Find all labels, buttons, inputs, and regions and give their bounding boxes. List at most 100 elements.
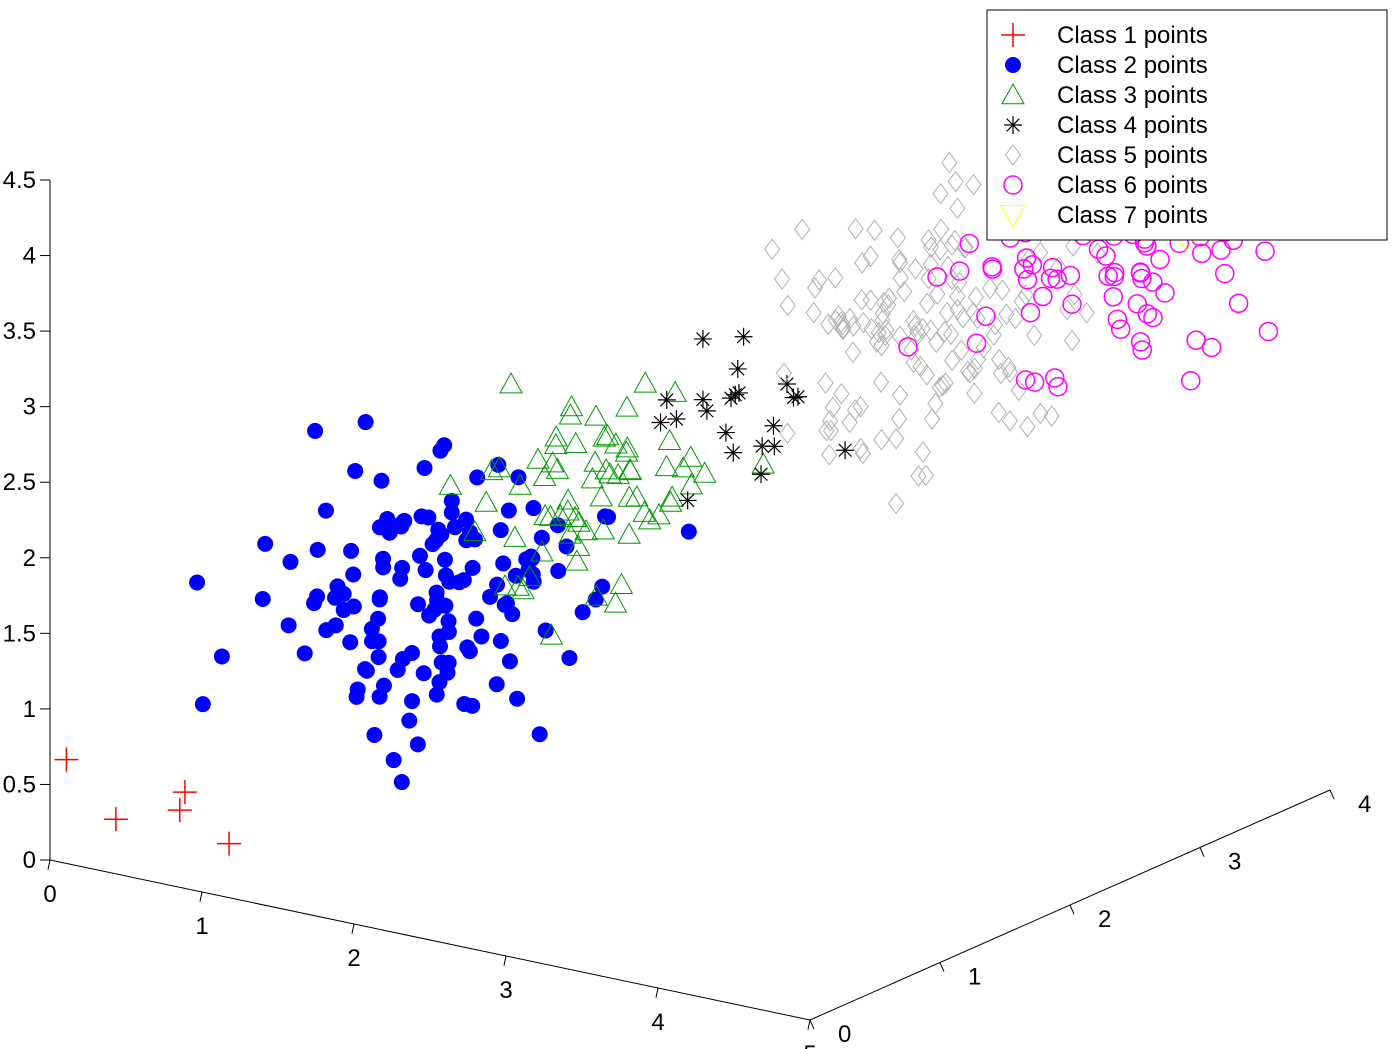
- x-tick-label: 5: [803, 1041, 816, 1049]
- data-point: [694, 462, 716, 482]
- data-point: [493, 633, 509, 649]
- x-tick: [352, 924, 354, 934]
- x-tick-label: 3: [499, 977, 512, 1004]
- data-point: [920, 293, 935, 313]
- data-point: [823, 421, 838, 441]
- scatter3d-chart: 0123450123400.511.522.533.544.5Class 1 p…: [0, 0, 1394, 1049]
- data-point: [458, 512, 474, 528]
- y-tick: [1330, 790, 1334, 799]
- data-point: [1256, 242, 1274, 260]
- data-point: [1060, 300, 1075, 320]
- data-point: [459, 639, 475, 655]
- y-tick: [940, 963, 944, 972]
- data-point: [410, 736, 426, 752]
- data-point: [698, 402, 716, 420]
- data-point: [173, 780, 197, 804]
- data-point: [660, 491, 682, 511]
- data-point: [54, 748, 78, 772]
- data-point: [545, 434, 567, 454]
- data-point: [977, 307, 995, 325]
- data-point: [585, 405, 607, 425]
- data-point: [834, 384, 849, 404]
- data-point: [863, 290, 878, 310]
- data-point: [818, 373, 833, 393]
- data-point: [1112, 320, 1130, 338]
- axes: 0123450123400.511.522.533.544.5: [3, 167, 1372, 1049]
- x-tick: [48, 860, 50, 870]
- data-point: [874, 430, 889, 450]
- data-point: [1106, 264, 1124, 282]
- data-point: [854, 290, 869, 310]
- data-point: [828, 268, 843, 288]
- data-point: [501, 503, 517, 519]
- data-point: [358, 414, 374, 430]
- data-point: [889, 429, 904, 449]
- data-point: [717, 424, 735, 442]
- data-point: [681, 524, 697, 540]
- data-point: [954, 340, 969, 360]
- data-point: [214, 648, 230, 664]
- data-point: [318, 622, 334, 638]
- data-point: [347, 463, 363, 479]
- data-point: [1044, 259, 1062, 277]
- data-point: [359, 663, 375, 679]
- data-point: [679, 491, 697, 509]
- data-point: [968, 287, 983, 307]
- data-point: [550, 563, 566, 579]
- data-point: [418, 562, 434, 578]
- data-point: [789, 388, 807, 406]
- data-point: [765, 239, 780, 259]
- legend-label: Class 5 points: [1057, 142, 1208, 169]
- data-point: [394, 774, 410, 790]
- data-point: [565, 433, 587, 453]
- data-point: [307, 423, 323, 439]
- data-point: [821, 314, 836, 334]
- data-point: [1065, 331, 1080, 351]
- data-point: [1182, 372, 1200, 390]
- data-point: [1019, 271, 1037, 289]
- data-point: [493, 522, 509, 538]
- data-point: [944, 324, 959, 344]
- data-point: [618, 487, 640, 507]
- z-tick-label: 3.5: [3, 318, 36, 345]
- data-point: [659, 430, 681, 450]
- data-point: [915, 442, 930, 462]
- data-point: [899, 338, 917, 356]
- data-point: [1216, 265, 1234, 283]
- data-point: [928, 268, 946, 286]
- legend-label: Class 6 points: [1057, 172, 1208, 199]
- data-point: [404, 693, 420, 709]
- z-tick-label: 4: [23, 243, 36, 270]
- data-point: [775, 269, 790, 289]
- data-point: [890, 228, 905, 248]
- x-tick-label: 2: [347, 945, 360, 972]
- data-point: [935, 375, 950, 395]
- data-point: [451, 574, 467, 590]
- data-point: [992, 350, 1007, 370]
- data-point: [464, 698, 480, 714]
- data-point: [416, 665, 432, 681]
- data-point: [680, 446, 702, 466]
- data-point: [908, 259, 923, 279]
- data-point: [933, 184, 948, 204]
- data-point: [986, 325, 1001, 345]
- data-point: [867, 220, 882, 240]
- data-point: [934, 219, 949, 239]
- data-point: [1203, 338, 1221, 356]
- data-point: [432, 638, 448, 654]
- data-point: [1014, 291, 1029, 311]
- data-point: [557, 489, 579, 509]
- x-tick-label: 0: [43, 881, 56, 908]
- data-point: [893, 385, 908, 405]
- data-point: [925, 409, 940, 429]
- data-point: [475, 492, 497, 512]
- data-point: [874, 372, 889, 392]
- data-point: [1128, 295, 1146, 313]
- data-point: [889, 494, 904, 514]
- y-tick-label: 1: [968, 964, 981, 991]
- data-point: [752, 453, 774, 473]
- data-point: [350, 681, 366, 697]
- data-point: [1027, 325, 1042, 345]
- data-point: [836, 441, 854, 459]
- data-point: [1230, 294, 1248, 312]
